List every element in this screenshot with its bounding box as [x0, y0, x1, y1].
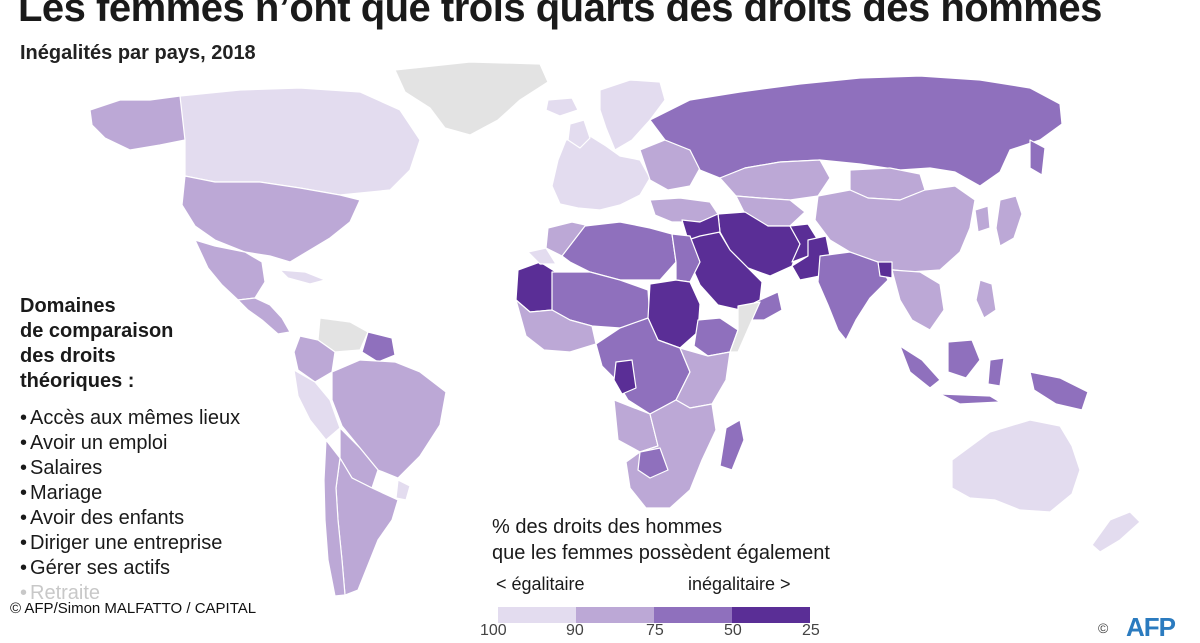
region-indonesia-sumatra: [899, 345, 941, 389]
domains-list: • Accès aux mêmes lieux • Avoir un emploi …: [20, 406, 310, 606]
legend-left-label: < égalitaire: [496, 574, 585, 594]
legend-title-line: % des droits des hommes: [492, 516, 723, 538]
list-item: • Accès aux mêmes lieux: [20, 407, 241, 429]
afp-logo: AFP: [1126, 612, 1176, 642]
region-colombia: [293, 335, 336, 383]
region-korea: [974, 205, 991, 233]
legend-tick: 50: [724, 622, 742, 639]
region-southeast-asia: [891, 269, 945, 331]
domains-heading-line: Domaines: [20, 295, 116, 317]
region-alaska: [89, 95, 191, 151]
region-australia: [951, 419, 1081, 513]
region-uruguay: [395, 479, 411, 501]
legend-right-label: inégalitaire >: [688, 574, 791, 594]
region-new-guinea: [1029, 371, 1089, 411]
list-item-label: Gérer ses actifs: [30, 557, 171, 579]
region-guyana: [361, 331, 396, 363]
list-item: • Salaires: [20, 457, 103, 479]
page-title: Les femmes n’ont que trois quarts des dr…: [18, 0, 1102, 30]
region-china: [814, 185, 976, 273]
list-item-label: Accès aux mêmes lieux: [30, 407, 241, 429]
legend-swatch: [576, 607, 654, 623]
list-item-label: Retraite: [30, 582, 101, 604]
list-item-label: Avoir un emploi: [30, 432, 168, 454]
region-uk: [567, 119, 591, 149]
list-item: • Avoir des enfants: [20, 507, 185, 529]
region-southern-africa: [625, 399, 717, 509]
legend-tick: 25: [802, 622, 820, 639]
region-botswana: [637, 447, 669, 479]
region-indonesia-borneo: [947, 339, 981, 379]
legend-color-scale: [498, 607, 810, 623]
region-kamchatka: [1029, 139, 1046, 176]
region-sulawesi: [987, 357, 1005, 387]
region-new-zealand: [1091, 511, 1141, 553]
region-iceland: [545, 97, 579, 117]
region-peru: [293, 369, 341, 441]
legend-title: % des droits des hommes que les femmes p…: [492, 514, 912, 566]
list-item-label: Salaires: [30, 457, 103, 479]
region-central-america: [237, 297, 291, 335]
list-item-label: Mariage: [30, 482, 103, 504]
region-india: [817, 251, 889, 341]
list-item-label: Diriger une entreprise: [30, 532, 223, 554]
region-indonesia-islands: [939, 393, 1001, 405]
legend-tick: 100: [480, 622, 507, 639]
region-somalia: [729, 301, 761, 353]
region-gabon-congo: [613, 359, 637, 395]
page-subtitle: Inégalités par pays, 2018: [20, 42, 256, 64]
legend: % des droits des hommes que les femmes p…: [492, 514, 912, 604]
legend-title-line: que les femmes possèdent également: [492, 542, 830, 564]
region-usa: [181, 175, 361, 263]
region-japan: [995, 195, 1023, 247]
region-scandinavia: [599, 79, 666, 151]
legend-ticks: 100 90 75 50 25: [470, 622, 850, 642]
region-greenland: [394, 61, 549, 136]
credit-text: © AFP/Simon MALFATTO / CAPITAL: [8, 600, 259, 617]
region-philippines: [975, 279, 997, 319]
list-item: • Mariage: [20, 482, 103, 504]
domains-heading-line: théoriques :: [20, 370, 135, 392]
domains-heading: Domaines de comparaison des droits théor…: [20, 294, 310, 394]
copyright-icon: ©: [1098, 620, 1109, 636]
list-item-label: Avoir des enfants: [30, 507, 185, 529]
region-madagascar: [719, 419, 745, 471]
region-algeria-libya: [561, 221, 677, 281]
region-western-europe: [551, 135, 651, 211]
region-bangladesh: [877, 261, 893, 279]
region-western-sahara: [527, 247, 557, 265]
domains-heading-line: des droits: [20, 345, 116, 367]
domains-heading-line: de comparaison: [20, 320, 174, 342]
region-caribbean: [279, 269, 326, 285]
legend-swatch: [498, 607, 576, 623]
region-mexico: [194, 239, 266, 301]
legend-swatch: [654, 607, 732, 623]
domains-panel: Domaines de comparaison des droits théor…: [20, 294, 310, 606]
legend-tick: 75: [646, 622, 664, 639]
list-item: • Retraite: [20, 582, 101, 604]
region-west-africa: [515, 299, 597, 353]
list-item: • Gérer ses actifs: [20, 557, 171, 579]
legend-tick: 90: [566, 622, 584, 639]
list-item: • Avoir un emploi: [20, 432, 168, 454]
legend-swatch: [732, 607, 810, 623]
legend-ends: < égalitaire inégalitaire >: [492, 574, 912, 604]
region-chile: [323, 439, 346, 597]
world-map: [89, 61, 1141, 597]
list-item: • Diriger une entreprise: [20, 532, 223, 554]
region-canada: [179, 87, 421, 196]
